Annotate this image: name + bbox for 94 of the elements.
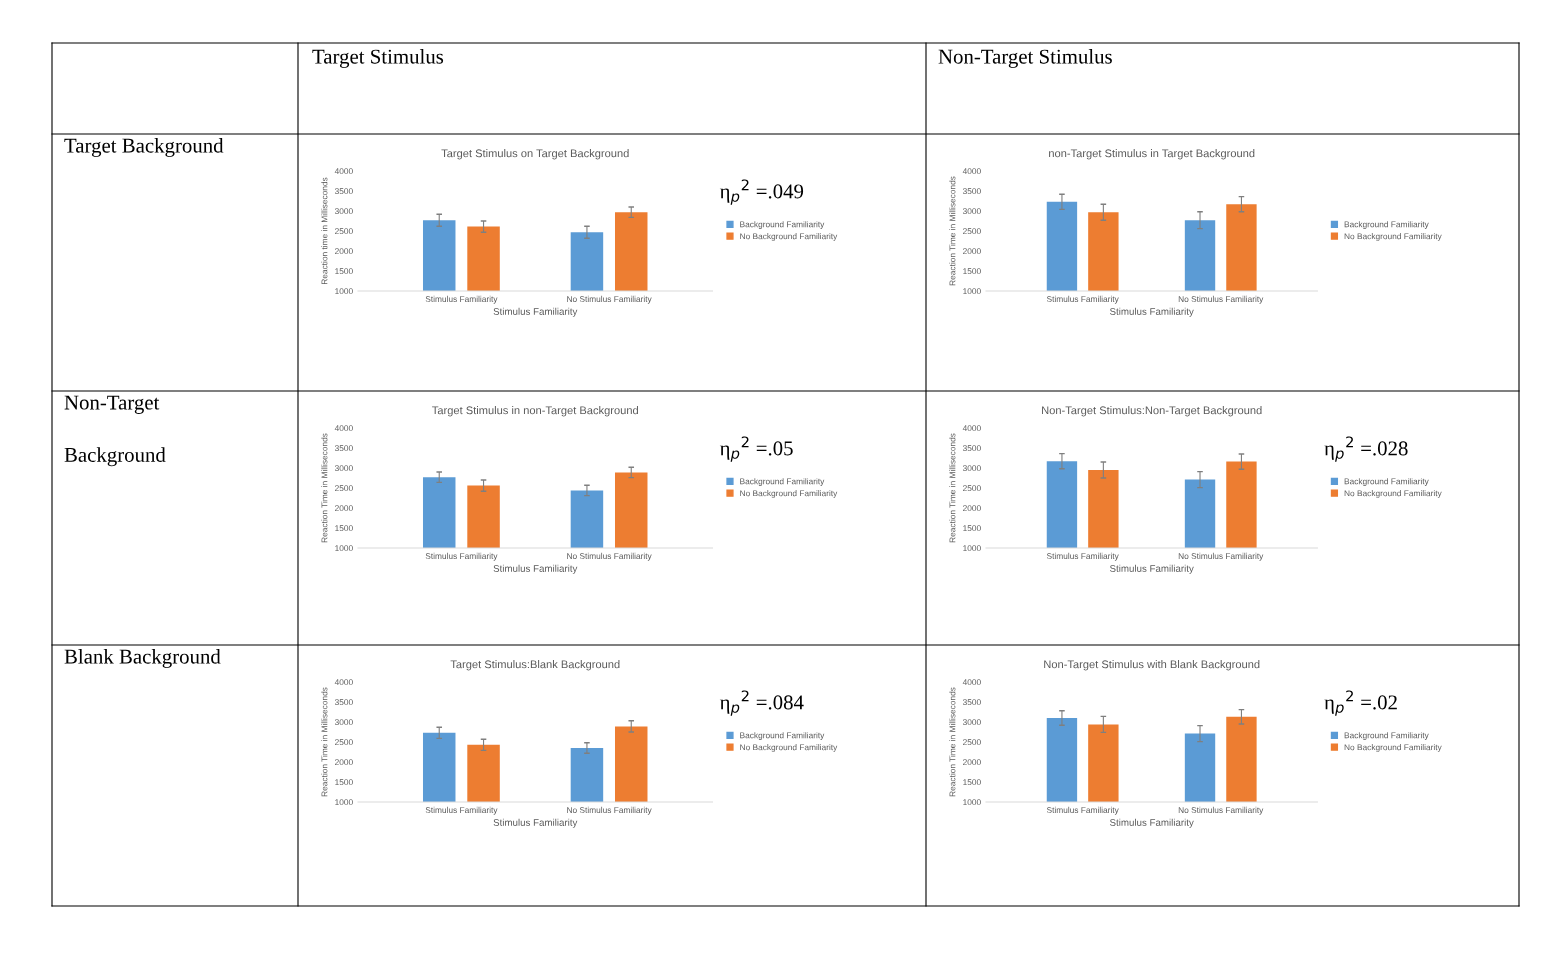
- y-tick-label: 4000: [334, 425, 353, 432]
- y-tick-label: 4000: [962, 425, 981, 432]
- text: η$_{p}$$^{2}$ =.049: [719, 179, 804, 205]
- y-tick-label: 2000: [335, 759, 353, 766]
- text: η$_{p}$$^{2}$ =.05: [719, 436, 793, 462]
- y-tick-label: 3000: [334, 465, 353, 472]
- text: η$_{p}$$^{2}$ =.028: [1324, 436, 1408, 462]
- x-axis-title: Stimulus Familiarity: [1110, 307, 1194, 317]
- text: Non-Target Stimulus: [938, 49, 1112, 68]
- y-tick-label: 1500: [335, 779, 353, 786]
- y-tick-label: 1500: [963, 779, 981, 786]
- x-axis-title: Stimulus Familiarity: [1110, 564, 1194, 574]
- x-tick-label: Stimulus Familiarity: [425, 806, 498, 815]
- y-tick-label: 4000: [962, 679, 981, 686]
- y-tick-label: 1000: [963, 799, 981, 806]
- y-axis-title: Reaction Time in Milliseconds: [321, 433, 328, 543]
- y-axis-title: Reaction time in Milliseconds: [321, 177, 328, 285]
- chart-title: non-Target Stimulus in Target Background: [1049, 149, 1255, 160]
- y-tick-label: 3000: [334, 208, 353, 215]
- x-tick-label: No Stimulus Familiarity: [567, 552, 652, 561]
- legend-label: Background Familiarity: [740, 732, 825, 740]
- y-tick-label: 3500: [962, 445, 981, 452]
- y-tick-label: 4000: [334, 679, 353, 686]
- legend-label: Background Familiarity: [740, 221, 825, 229]
- legend-label: No Background Familiarity: [1344, 744, 1442, 752]
- y-tick-label: 1000: [335, 799, 353, 806]
- x-tick-label: No Stimulus Familiarity: [567, 295, 652, 304]
- y-tick-label: 3000: [962, 719, 981, 726]
- x-axis-title: Stimulus Familiarity: [1110, 818, 1194, 828]
- y-tick-label: 3500: [334, 699, 353, 706]
- y-axis-title: Reaction Time in Milliseconds: [949, 176, 956, 286]
- y-axis-title: Reaction Time in Milliseconds: [321, 687, 328, 797]
- y-axis-title: Reaction Time in Milliseconds: [949, 687, 956, 797]
- x-tick-label: No Stimulus Familiarity: [567, 806, 652, 815]
- y-tick-label: 1500: [963, 525, 981, 532]
- legend-label: No Background Familiarity: [1344, 490, 1442, 498]
- x-axis-title: Stimulus Familiarity: [493, 307, 578, 317]
- chart-title: Target Stimulus on Target Background: [441, 149, 629, 160]
- y-tick-label: 1500: [335, 268, 353, 275]
- legend-label: No Background Familiarity: [1344, 233, 1442, 241]
- y-tick-label: 3000: [962, 208, 981, 215]
- y-tick-label: 1000: [335, 545, 353, 552]
- legend-label: Background Familiarity: [1344, 478, 1429, 486]
- legend-label: Background Familiarity: [1344, 732, 1429, 740]
- y-tick-label: 4000: [334, 168, 353, 175]
- y-tick-label: 2500: [963, 485, 981, 492]
- x-tick-label: Stimulus Familiarity: [1046, 295, 1119, 304]
- y-tick-label: 2000: [963, 759, 981, 766]
- text: η$_{p}$$^{2}$ =.02: [1324, 690, 1397, 716]
- y-tick-label: 1000: [963, 288, 981, 295]
- legend-label: No Background Familiarity: [740, 490, 838, 498]
- x-tick-label: No Stimulus Familiarity: [1178, 806, 1264, 815]
- x-tick-label: Stimulus Familiarity: [1046, 806, 1119, 815]
- y-axis-title: Reaction Time in Milliseconds: [949, 433, 956, 543]
- y-tick-label: 3000: [334, 719, 353, 726]
- y-tick-label: 2500: [335, 228, 353, 235]
- chart-title: Target Stimulus:Blank Background: [450, 660, 620, 671]
- y-tick-label: 2500: [335, 739, 353, 746]
- x-tick-label: Stimulus Familiarity: [425, 295, 498, 304]
- legend-label: No Background Familiarity: [740, 744, 838, 752]
- chart-title: Non-Target Stimulus:Non-Target Background: [1042, 406, 1262, 417]
- x-axis-title: Stimulus Familiarity: [493, 564, 578, 574]
- x-tick-label: No Stimulus Familiarity: [1178, 295, 1264, 304]
- y-tick-label: 2000: [335, 505, 353, 512]
- x-axis-title: Stimulus Familiarity: [493, 818, 578, 828]
- y-tick-label: 3500: [962, 699, 981, 706]
- y-tick-label: 3500: [962, 188, 981, 195]
- chart-title: Non-Target Stimulus with Blank Background: [1044, 660, 1260, 671]
- y-tick-label: 3000: [962, 465, 981, 472]
- y-tick-label: 1000: [963, 545, 981, 552]
- text: Non-Target Background: [64, 395, 166, 467]
- y-tick-label: 1500: [963, 268, 981, 275]
- chart-title: Target Stimulus in non-Target Background: [432, 406, 638, 417]
- x-tick-label: Stimulus Familiarity: [1046, 552, 1119, 561]
- y-tick-label: 2500: [963, 228, 981, 235]
- y-tick-label: 2500: [335, 485, 353, 492]
- y-tick-label: 3500: [334, 188, 353, 195]
- y-tick-label: 2000: [963, 248, 981, 255]
- legend-label: Background Familiarity: [740, 478, 825, 486]
- text: η$_{p}$$^{2}$ =.084: [719, 690, 804, 716]
- text: Target Stimulus: [312, 49, 444, 68]
- x-tick-label: No Stimulus Familiarity: [1178, 552, 1264, 561]
- y-tick-label: 1500: [335, 525, 353, 532]
- legend-label: Background Familiarity: [1344, 221, 1429, 229]
- y-tick-label: 2000: [963, 505, 981, 512]
- text: Target Background: [64, 138, 224, 157]
- x-tick-label: Stimulus Familiarity: [425, 552, 498, 561]
- y-tick-label: 2000: [335, 248, 353, 255]
- y-tick-label: 4000: [962, 168, 981, 175]
- y-tick-label: 1000: [335, 288, 353, 295]
- y-tick-label: 3500: [334, 445, 353, 452]
- text: Blank Background: [64, 649, 221, 668]
- legend-label: No Background Familiarity: [740, 233, 838, 241]
- y-tick-label: 2500: [963, 739, 981, 746]
